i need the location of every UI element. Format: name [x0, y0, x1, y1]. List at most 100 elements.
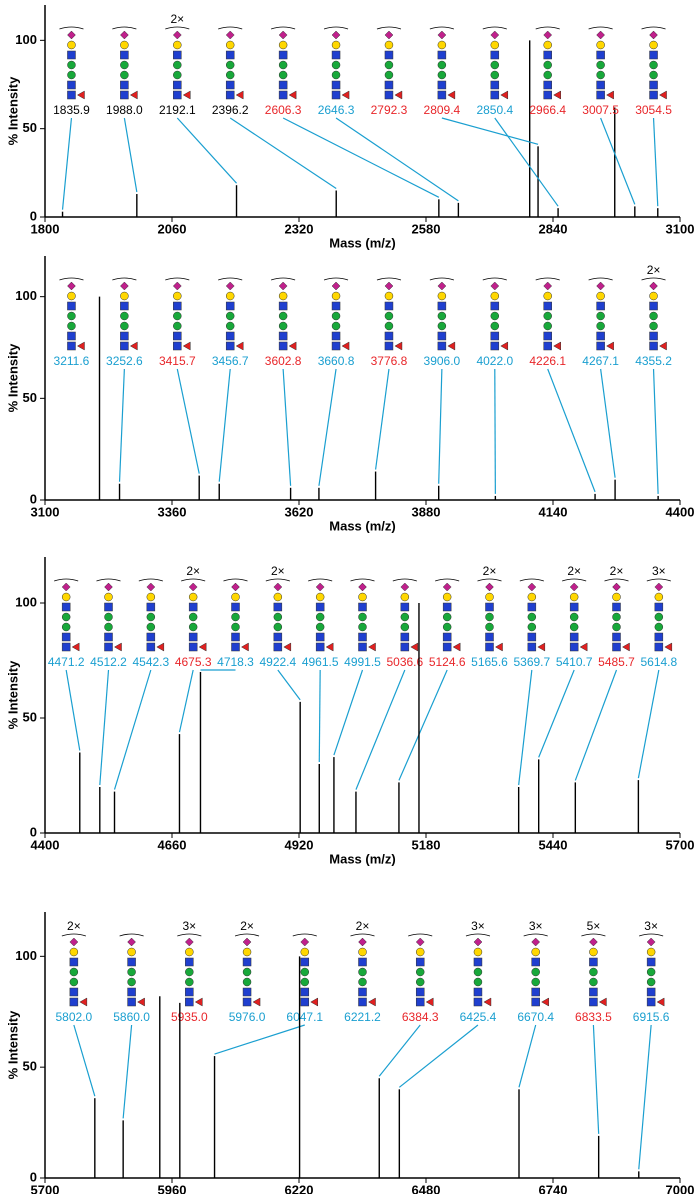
mannose: [527, 612, 537, 622]
glcnac: [315, 642, 325, 652]
glcnac: [646, 957, 656, 967]
mannose: [67, 311, 76, 321]
galactose: [278, 40, 288, 50]
fucose: [341, 341, 350, 351]
mannose: [358, 612, 367, 622]
peak-label: 5124.6: [429, 655, 466, 669]
peak-label: 6384.3: [402, 1010, 439, 1024]
x-tick-label: 6740: [539, 1182, 568, 1194]
peak-label: 6047.1: [286, 1010, 323, 1024]
glycan-multiplier: 5×: [587, 919, 601, 933]
glcnac: [490, 80, 500, 90]
label-arrow: [65, 669, 81, 751]
mannose: [185, 967, 194, 977]
peak-label: 5614.8: [640, 655, 677, 669]
mannose: [173, 321, 182, 331]
peak-label: 3602.8: [265, 354, 302, 368]
galactose: [646, 947, 656, 957]
glcnac: [358, 987, 367, 997]
glcnac: [646, 987, 656, 997]
y-tick-label: 50: [23, 1059, 37, 1074]
mannose: [173, 60, 182, 70]
peak-label: 4471.2: [48, 655, 85, 669]
mannose: [331, 70, 341, 80]
x-tick-label: 5180: [412, 837, 441, 852]
mannose: [273, 622, 283, 632]
glycan-multiplier: 2×: [170, 12, 184, 26]
glycan-bracket: [292, 933, 317, 937]
label-arrow: [318, 669, 321, 763]
fucose: [137, 997, 145, 1007]
glcnac: [278, 90, 288, 100]
y-tick-label: 50: [23, 120, 37, 135]
peak-label: 5165.6: [471, 655, 508, 669]
x-tick-label: 2580: [412, 221, 441, 236]
glcnac: [415, 957, 425, 967]
label-arrow: [178, 669, 194, 733]
label-arrow: [176, 117, 237, 184]
sialic-acid: [527, 582, 537, 592]
label-arrow: [438, 368, 443, 484]
glycan-bracket: [535, 26, 560, 30]
glcnac: [127, 997, 136, 1007]
mannose: [188, 622, 198, 632]
sialic-acid: [273, 582, 283, 592]
glycan-bracket: [641, 277, 666, 281]
glcnac: [589, 987, 598, 997]
peak-label: 2606.3: [265, 103, 302, 117]
y-axis-label: % Intensity: [5, 76, 20, 145]
mannose: [437, 60, 447, 70]
peak-label: 6425.4: [460, 1010, 497, 1024]
glycan-bracket: [323, 277, 349, 281]
glcnac: [442, 642, 452, 652]
glcnac: [315, 602, 325, 612]
mannose: [490, 70, 500, 80]
mannose: [225, 311, 235, 321]
fucose: [659, 90, 667, 100]
glcnac: [589, 997, 598, 1007]
glycan-bracket: [218, 26, 243, 30]
glcnac: [67, 90, 76, 100]
fucose: [494, 642, 503, 652]
fucose: [240, 642, 249, 652]
glcnac: [531, 957, 540, 967]
galactose: [596, 40, 605, 50]
glycan-bracket: [523, 933, 548, 937]
mannose: [415, 977, 425, 987]
spectrum-panel: 050100570059606220648067407000Mass (m/z)…: [5, 912, 694, 1199]
peak-label: 6670.4: [517, 1010, 554, 1024]
mannose: [104, 612, 113, 622]
mannose: [485, 622, 494, 632]
fucose: [194, 997, 203, 1007]
glycan-multiplier: 2×: [186, 564, 200, 578]
mannose: [490, 311, 500, 321]
peak-label: 2396.2: [212, 103, 249, 117]
peak-label: 5410.7: [556, 655, 593, 669]
sialic-acid: [67, 30, 76, 40]
peak-label: 5935.0: [171, 1010, 208, 1024]
peak-label: 6915.6: [633, 1010, 670, 1024]
glycan-bracket: [581, 933, 606, 937]
label-arrow: [73, 1024, 96, 1097]
fucose: [447, 90, 456, 100]
peak-label: 4022.0: [476, 354, 513, 368]
mannose: [437, 70, 447, 80]
peak-label: 3906.0: [424, 354, 461, 368]
glycan-bracket: [54, 578, 79, 582]
glcnac: [331, 50, 341, 60]
peak-label: 5485.7: [598, 655, 635, 669]
sialic-acid: [278, 281, 288, 291]
galactose: [69, 947, 79, 957]
x-tick-label: 4140: [539, 504, 568, 519]
mannose: [225, 70, 235, 80]
mannose: [242, 967, 252, 977]
glycan-bracket: [96, 578, 121, 582]
glcnac: [485, 642, 494, 652]
glcnac: [225, 301, 235, 311]
peak-label: 4718.3: [217, 655, 254, 669]
fucose: [537, 642, 546, 652]
galactose: [104, 592, 113, 602]
mannose: [173, 70, 182, 80]
glcnac: [384, 90, 394, 100]
mannose: [415, 967, 425, 977]
